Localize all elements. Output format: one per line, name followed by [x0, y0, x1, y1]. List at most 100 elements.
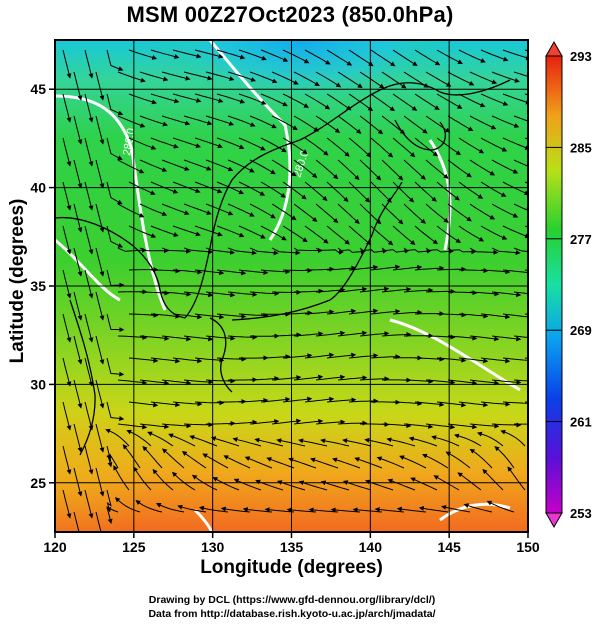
streamline — [260, 397, 291, 403]
streamline — [447, 423, 478, 430]
streamline — [502, 357, 528, 363]
streamline — [491, 71, 520, 83]
x-axis-ticks: 120 125 130 135 140 145 150 — [43, 532, 540, 555]
streamline — [348, 181, 371, 203]
streamline — [425, 115, 451, 133]
streamline — [502, 269, 528, 276]
streamline — [305, 266, 335, 272]
streamline — [73, 115, 83, 145]
streamline — [480, 401, 511, 407]
streamline — [392, 49, 418, 66]
streamline — [293, 374, 324, 381]
streamline — [482, 468, 504, 491]
streamline — [436, 181, 460, 201]
streamline — [244, 456, 273, 469]
streamline — [233, 478, 262, 491]
streamline — [150, 93, 180, 104]
streamline — [500, 429, 526, 447]
streamline — [183, 115, 213, 126]
streamline — [216, 269, 247, 276]
streamline — [227, 71, 257, 82]
streamline — [95, 467, 105, 497]
streamline — [62, 357, 72, 387]
streamline — [147, 431, 174, 447]
coastline — [55, 216, 186, 319]
streamline — [480, 225, 508, 240]
y-tick-label: 40 — [30, 180, 46, 196]
streamline — [370, 264, 401, 271]
streamline — [458, 137, 485, 154]
streamline — [332, 457, 361, 469]
streamline — [513, 159, 528, 167]
streamline — [117, 379, 148, 385]
streamline — [293, 288, 324, 294]
streamline — [84, 357, 94, 387]
streamline — [437, 312, 467, 318]
streamline — [469, 379, 500, 386]
streamline — [95, 159, 105, 189]
streamline — [348, 225, 372, 246]
credit-drawing: Drawing by DCL (https://www.gfd-dennou.o… — [148, 594, 436, 606]
streamline — [414, 265, 445, 271]
streamline — [161, 71, 191, 81]
streamline — [73, 203, 83, 233]
streamline — [381, 286, 412, 293]
streamline — [425, 247, 454, 254]
streamline — [216, 356, 247, 362]
streamline — [238, 137, 266, 151]
streamline — [486, 500, 515, 513]
streamline — [304, 309, 335, 315]
coastline — [184, 79, 511, 319]
streamline — [271, 247, 301, 256]
y-tick-label: 35 — [30, 278, 46, 294]
streamline — [337, 420, 368, 426]
streamline — [293, 331, 324, 337]
streamline — [139, 247, 169, 254]
streamline — [62, 181, 72, 211]
streamline — [73, 159, 83, 189]
streamline — [117, 247, 147, 253]
streamline — [337, 375, 368, 381]
streamline — [469, 291, 500, 297]
streamline — [128, 181, 156, 195]
streamline — [304, 352, 335, 359]
streamline — [249, 203, 276, 219]
streamline — [370, 225, 394, 246]
streamline — [425, 71, 452, 87]
streamline — [216, 225, 245, 238]
streamline — [447, 71, 475, 86]
streamline — [73, 335, 83, 365]
streamline — [95, 247, 105, 277]
isotherm-line — [55, 238, 121, 302]
x-axis-label: Longitude (degrees) — [200, 557, 383, 578]
streamline — [326, 352, 357, 359]
streamline — [337, 247, 366, 255]
coastlines — [55, 79, 511, 456]
streamline — [73, 247, 83, 277]
x-tick-label: 125 — [122, 539, 146, 555]
streamline — [448, 290, 478, 296]
streamline — [326, 397, 357, 403]
streamline — [447, 115, 474, 132]
streamline — [171, 471, 196, 491]
streamline — [458, 93, 486, 108]
streamline — [392, 400, 423, 406]
streamline — [359, 71, 385, 89]
streamline — [381, 247, 410, 254]
streamline — [326, 93, 352, 111]
streamline — [194, 357, 225, 363]
streamline — [293, 203, 318, 222]
colorbar-top-arrow — [545, 40, 563, 57]
streamline — [249, 115, 277, 129]
streamline — [238, 312, 269, 318]
streamline — [408, 436, 438, 447]
streamline — [139, 423, 170, 430]
streamline — [414, 225, 439, 245]
streamline — [392, 309, 423, 315]
streamline — [150, 357, 181, 364]
streamline — [425, 203, 449, 223]
streamline — [238, 49, 267, 61]
streamline — [304, 49, 331, 65]
streamline — [95, 203, 105, 233]
colorbar-tick-label: 285 — [570, 140, 592, 155]
